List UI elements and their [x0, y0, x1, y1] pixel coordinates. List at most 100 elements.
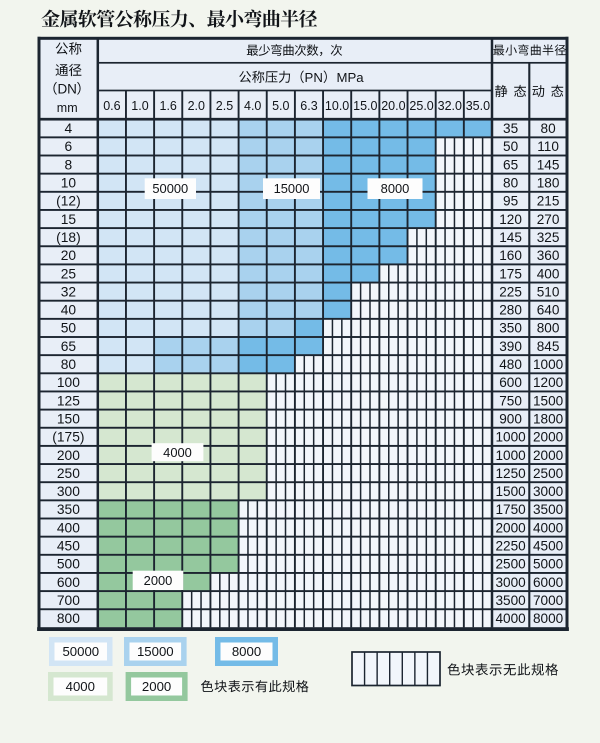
- svg-text:2500: 2500: [495, 557, 526, 572]
- svg-text:350: 350: [57, 502, 80, 517]
- svg-text:20: 20: [61, 248, 77, 263]
- svg-text:325: 325: [537, 230, 560, 245]
- svg-text:4000: 4000: [495, 611, 526, 626]
- svg-text:4.0: 4.0: [244, 99, 261, 113]
- svg-text:1800: 1800: [533, 412, 564, 427]
- svg-text:(175): (175): [52, 430, 84, 445]
- svg-text:5.0: 5.0: [272, 99, 289, 113]
- svg-text:mm: mm: [57, 101, 78, 115]
- svg-text:50000: 50000: [62, 644, 99, 659]
- svg-text:4500: 4500: [533, 539, 564, 554]
- svg-text:2000: 2000: [533, 448, 564, 463]
- svg-text:1200: 1200: [533, 375, 564, 390]
- svg-text:MPa: MPa: [337, 70, 365, 85]
- svg-text:700: 700: [57, 593, 80, 608]
- svg-text:35: 35: [503, 121, 518, 136]
- svg-text:750: 750: [499, 393, 522, 408]
- svg-text:25: 25: [61, 266, 77, 281]
- svg-text:35.0: 35.0: [466, 99, 490, 113]
- svg-text:400: 400: [537, 266, 560, 281]
- svg-text:6: 6: [65, 139, 73, 154]
- svg-text:4000: 4000: [66, 679, 95, 694]
- svg-text:450: 450: [57, 539, 80, 554]
- svg-text:400: 400: [57, 520, 80, 535]
- svg-text:125: 125: [57, 393, 80, 408]
- svg-text:7000: 7000: [533, 593, 564, 608]
- svg-text:500: 500: [57, 557, 80, 572]
- svg-text:1.6: 1.6: [160, 99, 177, 113]
- svg-text:1500: 1500: [495, 484, 526, 499]
- svg-text:15: 15: [61, 212, 77, 227]
- svg-text:150: 150: [57, 412, 80, 427]
- svg-text:1000: 1000: [495, 448, 526, 463]
- svg-text:80: 80: [541, 121, 557, 136]
- svg-text:3000: 3000: [495, 575, 526, 590]
- svg-text:0.6: 0.6: [103, 99, 120, 113]
- svg-text:15000: 15000: [274, 181, 310, 196]
- svg-text:3500: 3500: [533, 502, 564, 517]
- svg-text:900: 900: [499, 412, 522, 427]
- svg-text:32: 32: [61, 284, 76, 299]
- svg-text:160: 160: [499, 248, 522, 263]
- svg-text:145: 145: [537, 157, 560, 172]
- svg-text:65: 65: [503, 157, 518, 172]
- svg-text:25.0: 25.0: [409, 99, 433, 113]
- svg-text:100: 100: [57, 375, 80, 390]
- svg-text:8: 8: [65, 157, 73, 172]
- svg-text:2500: 2500: [533, 466, 564, 481]
- svg-text:2000: 2000: [533, 430, 564, 445]
- svg-text:1.0: 1.0: [131, 99, 148, 113]
- svg-text:80: 80: [503, 176, 519, 191]
- svg-text:1000: 1000: [495, 430, 526, 445]
- svg-text:10.0: 10.0: [325, 99, 349, 113]
- svg-text:2.5: 2.5: [216, 99, 233, 113]
- svg-text:1500: 1500: [533, 393, 564, 408]
- svg-text:8000: 8000: [381, 181, 410, 196]
- svg-text:15.0: 15.0: [353, 99, 377, 113]
- svg-text:270: 270: [537, 212, 560, 227]
- svg-text:225: 225: [499, 284, 522, 299]
- svg-text:180: 180: [537, 176, 560, 191]
- svg-text:50: 50: [61, 321, 77, 336]
- svg-text:600: 600: [499, 375, 522, 390]
- svg-text:175: 175: [499, 266, 522, 281]
- svg-text:510: 510: [537, 284, 560, 299]
- svg-text:280: 280: [499, 303, 522, 318]
- svg-text:800: 800: [57, 611, 80, 626]
- svg-text:DN: DN: [57, 82, 77, 97]
- svg-text:40: 40: [61, 303, 77, 318]
- svg-text:215: 215: [537, 194, 560, 209]
- svg-text:(12): (12): [56, 194, 81, 209]
- svg-text:2.0: 2.0: [188, 99, 205, 113]
- svg-text:65: 65: [61, 339, 77, 354]
- svg-text:6000: 6000: [533, 575, 564, 590]
- svg-text:50000: 50000: [152, 181, 188, 196]
- svg-text:10: 10: [61, 176, 77, 191]
- svg-text:3500: 3500: [495, 593, 526, 608]
- svg-text:80: 80: [61, 357, 77, 372]
- svg-text:640: 640: [537, 303, 560, 318]
- svg-text:600: 600: [57, 575, 80, 590]
- svg-text:6.3: 6.3: [300, 99, 317, 113]
- svg-text:2000: 2000: [144, 573, 173, 588]
- svg-text:50: 50: [503, 139, 519, 154]
- svg-text:8000: 8000: [533, 611, 564, 626]
- svg-text:800: 800: [537, 321, 560, 336]
- svg-text:20.0: 20.0: [381, 99, 405, 113]
- svg-text:95: 95: [503, 194, 518, 209]
- svg-text:250: 250: [57, 466, 80, 481]
- svg-text:5000: 5000: [533, 557, 564, 572]
- svg-text:360: 360: [537, 248, 560, 263]
- svg-text:4: 4: [65, 121, 73, 136]
- svg-text:PN: PN: [305, 70, 323, 85]
- svg-text:300: 300: [57, 484, 80, 499]
- svg-text:390: 390: [499, 339, 522, 354]
- svg-text:480: 480: [499, 357, 522, 372]
- svg-text:8000: 8000: [232, 644, 261, 659]
- svg-text:110: 110: [537, 139, 559, 154]
- svg-text:4000: 4000: [163, 445, 192, 460]
- svg-text:15000: 15000: [137, 644, 174, 659]
- svg-text:145: 145: [499, 230, 522, 245]
- svg-text:3000: 3000: [533, 484, 564, 499]
- svg-text:120: 120: [499, 212, 522, 227]
